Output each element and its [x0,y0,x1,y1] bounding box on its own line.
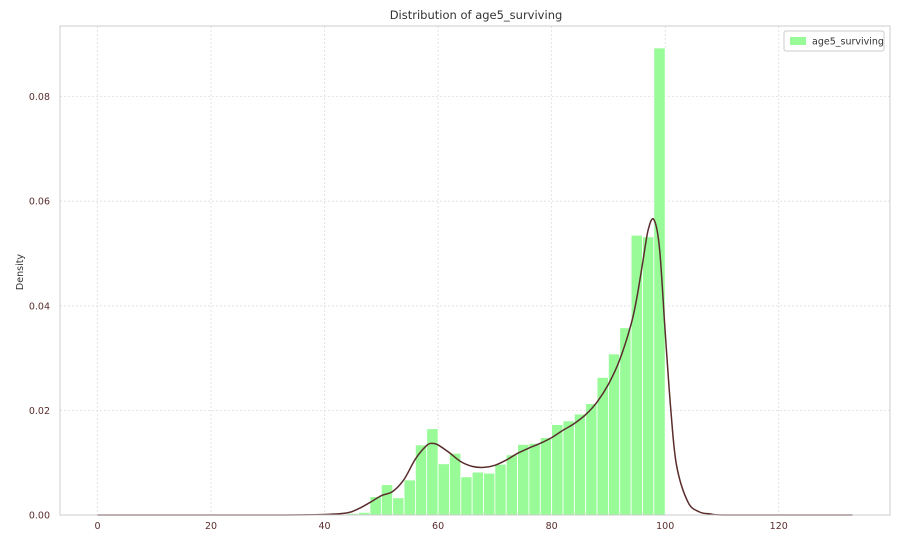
histogram-bar [494,463,507,516]
histogram-bar [380,484,394,516]
kde-layer [97,218,853,516]
x-tick-label: 80 [546,521,558,532]
histogram-bar [653,47,666,516]
x-tick-label: 20 [205,521,217,532]
histogram-bar [573,413,587,516]
histogram-bar [539,437,553,516]
histogram-bar [403,479,416,516]
x-tick-label: 60 [432,521,444,532]
legend-box [783,30,885,52]
histogram-bar [449,452,462,516]
x-tick-label: 120 [770,521,788,532]
histogram-bar [483,472,496,516]
kde-line [97,218,853,516]
y-tick-label: 0.04 [29,301,50,312]
histogram-bar [471,471,484,516]
histogram-bar [517,443,530,516]
legend: age5_surviving [783,30,885,52]
x-tick-label: 40 [319,521,331,532]
histogram-bar [608,353,621,516]
x-tick-label: 100 [656,521,674,532]
histogram-bar [505,454,518,516]
histogram-bar [392,497,405,516]
histogram-bar [460,476,473,516]
histogram-bar [562,420,575,516]
histogram-bar [426,428,439,516]
histogram-bar [551,424,564,516]
histogram-bars [346,47,666,516]
histogram-bar [596,377,609,516]
legend-label: age5_surviving [812,37,884,48]
histogram-bar [528,442,541,516]
x-tick-label: 0 [94,521,100,532]
plot-area-frame [59,25,891,516]
y-tick-label: 0.00 [29,511,50,522]
legend-swatch [790,37,806,45]
histogram-bar [437,463,450,516]
chart-title: Distribution of age5_surviving [390,8,563,22]
y-tick-label: 0.08 [29,92,50,103]
histogram-bar [585,403,598,516]
y-tick-label: 0.02 [29,406,50,417]
y-axis-label: Density [15,254,26,290]
histogram-bar [642,236,655,516]
y-tick-label: 0.06 [29,197,50,208]
tick-labels: 0 20 40 60 80 100 120 0.00 0.02 0.04 0.06 0.08 [29,92,788,532]
